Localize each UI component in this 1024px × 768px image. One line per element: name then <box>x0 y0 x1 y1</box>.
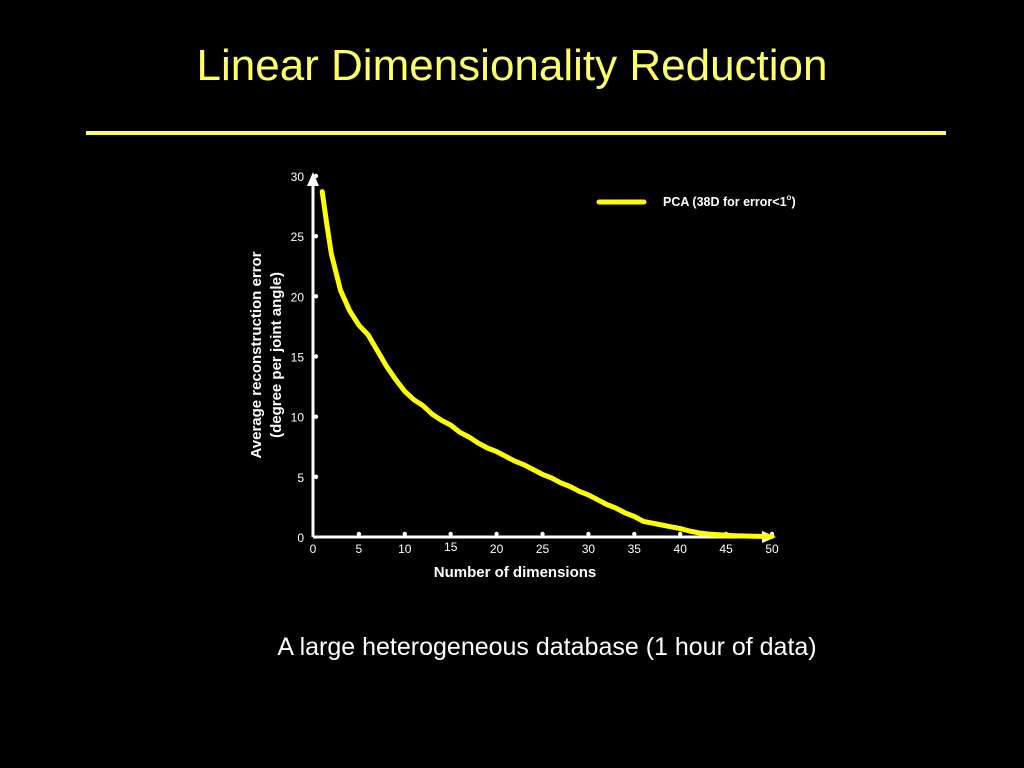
y-tick-mark <box>313 414 319 419</box>
y-tick-label: 0 <box>297 531 304 545</box>
slide-title: Linear Dimensionality Reduction <box>196 41 828 90</box>
x-tick-label: 50 <box>765 542 779 556</box>
legend-label-degree: o <box>787 193 792 202</box>
legend-label: PCA (38D for error<1o) <box>663 193 796 209</box>
pca-series-line <box>319 189 775 539</box>
x-tick-mark <box>402 531 407 537</box>
y-tick-label: 20 <box>291 290 305 304</box>
y-axis-arrow <box>307 172 319 186</box>
y-axis-label-line1: Average reconstruction error <box>248 251 265 458</box>
y-tick-mark <box>313 173 319 179</box>
y-axis-label: Average reconstruction error (degree per… <box>248 251 285 458</box>
x-tick-mark <box>494 531 499 537</box>
x-tick-mark <box>448 531 453 537</box>
x-tick-label: 0 <box>310 542 317 556</box>
legend-label-close: ) <box>791 195 795 209</box>
x-tick-label: 45 <box>719 542 733 556</box>
y-tick-mark <box>313 233 319 239</box>
x-tick-label: 25 <box>536 542 550 556</box>
x-tick-label: 5 <box>356 542 363 556</box>
legend-label-main: PCA (38D for error<1 <box>663 195 787 209</box>
x-tick-label: 20 <box>490 542 504 556</box>
y-tick-label: 5 <box>297 471 304 485</box>
y-tick-label: 25 <box>291 230 305 244</box>
x-axis-label: Number of dimensions <box>434 564 597 581</box>
y-tick-mark <box>313 474 319 480</box>
x-tick-mark <box>540 531 545 537</box>
x-tick-mark <box>586 531 591 537</box>
x-tick-label: 40 <box>674 542 688 556</box>
x-tick-label: 35 <box>628 542 642 556</box>
y-tick-label: 10 <box>291 411 305 425</box>
chart-legend: PCA (38D for error<1o) <box>596 193 796 209</box>
y-axis-label-line2: (degree per joint angle) <box>268 272 285 438</box>
y-tick-mark <box>313 354 319 359</box>
x-tick-label: 30 <box>582 542 596 556</box>
x-tick-mark <box>678 531 683 537</box>
y-tick-label: 15 <box>291 351 305 365</box>
chart-axes <box>307 172 776 543</box>
slide-caption: A large heterogeneous database (1 hour o… <box>277 633 817 661</box>
x-tick-label: 15 <box>444 540 458 554</box>
title-divider <box>86 131 946 135</box>
x-tick-label: 10 <box>398 542 412 556</box>
chart-ticks: 0 5 10 15 20 25 30 35 40 45 50 0 5 10 15 20 25 30 <box>291 170 779 556</box>
x-tick-mark <box>632 531 637 537</box>
y-tick-mark <box>313 294 319 299</box>
x-tick-mark <box>356 531 362 537</box>
y-tick-label: 30 <box>291 170 305 184</box>
